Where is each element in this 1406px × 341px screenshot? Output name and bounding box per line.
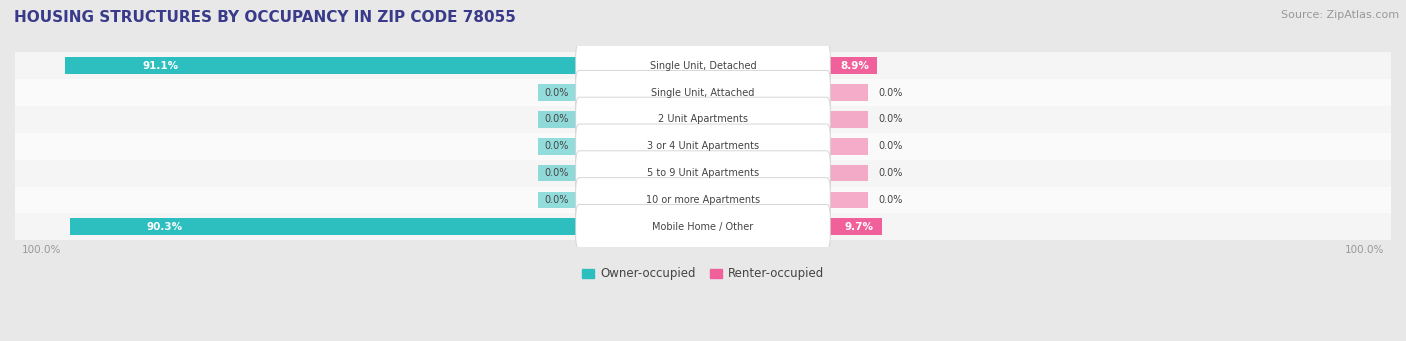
FancyBboxPatch shape bbox=[575, 44, 831, 88]
Text: Single Unit, Detached: Single Unit, Detached bbox=[650, 61, 756, 71]
Bar bbox=[65, 58, 579, 74]
Text: Mobile Home / Other: Mobile Home / Other bbox=[652, 222, 754, 232]
FancyBboxPatch shape bbox=[575, 178, 831, 222]
Text: 0.0%: 0.0% bbox=[544, 141, 569, 151]
Text: 0.0%: 0.0% bbox=[879, 141, 903, 151]
Bar bbox=[15, 213, 1391, 240]
Bar bbox=[538, 192, 579, 208]
Text: 0.0%: 0.0% bbox=[879, 195, 903, 205]
Text: 91.1%: 91.1% bbox=[142, 61, 179, 71]
Bar bbox=[15, 160, 1391, 187]
Text: 9.7%: 9.7% bbox=[845, 222, 873, 232]
Bar bbox=[15, 106, 1391, 133]
Bar bbox=[538, 138, 579, 154]
Text: 0.0%: 0.0% bbox=[879, 168, 903, 178]
Bar bbox=[538, 111, 579, 128]
Text: 5 to 9 Unit Apartments: 5 to 9 Unit Apartments bbox=[647, 168, 759, 178]
Text: 0.0%: 0.0% bbox=[544, 168, 569, 178]
Text: 0.0%: 0.0% bbox=[544, 88, 569, 98]
Bar bbox=[827, 138, 868, 154]
Text: 8.9%: 8.9% bbox=[841, 61, 869, 71]
FancyBboxPatch shape bbox=[575, 97, 831, 142]
FancyBboxPatch shape bbox=[575, 151, 831, 195]
Bar bbox=[15, 79, 1391, 106]
Bar bbox=[15, 187, 1391, 213]
Bar bbox=[827, 219, 882, 235]
Text: 100.0%: 100.0% bbox=[1344, 245, 1384, 255]
Bar bbox=[70, 219, 579, 235]
Text: 0.0%: 0.0% bbox=[544, 195, 569, 205]
Bar bbox=[827, 111, 868, 128]
Text: 2 Unit Apartments: 2 Unit Apartments bbox=[658, 115, 748, 124]
Text: 3 or 4 Unit Apartments: 3 or 4 Unit Apartments bbox=[647, 141, 759, 151]
FancyBboxPatch shape bbox=[575, 70, 831, 115]
Text: 0.0%: 0.0% bbox=[544, 115, 569, 124]
FancyBboxPatch shape bbox=[575, 205, 831, 249]
Legend: Owner-occupied, Renter-occupied: Owner-occupied, Renter-occupied bbox=[578, 263, 828, 285]
Text: 0.0%: 0.0% bbox=[879, 88, 903, 98]
Text: 0.0%: 0.0% bbox=[879, 115, 903, 124]
Text: Source: ZipAtlas.com: Source: ZipAtlas.com bbox=[1281, 10, 1399, 20]
Text: 10 or more Apartments: 10 or more Apartments bbox=[645, 195, 761, 205]
Bar bbox=[827, 165, 868, 181]
Text: Single Unit, Attached: Single Unit, Attached bbox=[651, 88, 755, 98]
FancyBboxPatch shape bbox=[575, 124, 831, 168]
Bar bbox=[15, 133, 1391, 160]
Bar bbox=[70, 219, 579, 235]
Bar bbox=[827, 84, 868, 101]
Text: 90.3%: 90.3% bbox=[146, 222, 183, 232]
Bar bbox=[827, 58, 877, 74]
Bar bbox=[65, 58, 579, 74]
Bar bbox=[538, 84, 579, 101]
Bar bbox=[15, 53, 1391, 79]
Bar bbox=[538, 165, 579, 181]
Text: HOUSING STRUCTURES BY OCCUPANCY IN ZIP CODE 78055: HOUSING STRUCTURES BY OCCUPANCY IN ZIP C… bbox=[14, 10, 516, 25]
Bar bbox=[827, 192, 868, 208]
Text: 100.0%: 100.0% bbox=[22, 245, 62, 255]
